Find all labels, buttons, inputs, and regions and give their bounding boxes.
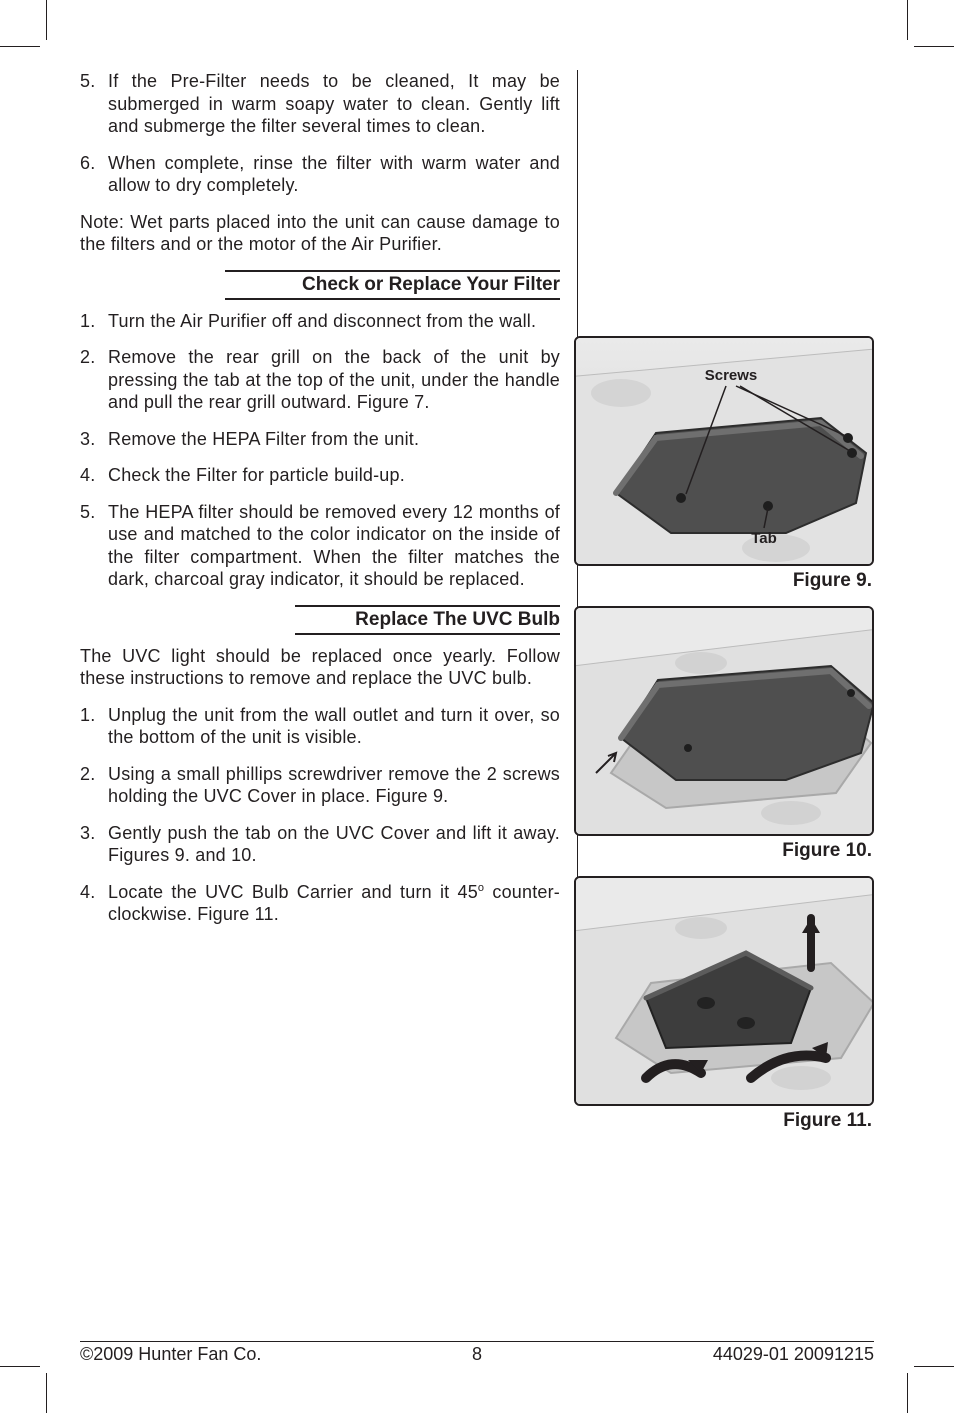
list-text: The HEPA filter should be removed every … xyxy=(108,502,560,590)
list-item: 3. Gently push the tab on the UVC Cover a… xyxy=(80,822,560,867)
list-number: 6. xyxy=(80,152,95,175)
list-item: 6. When complete, rinse the filter with w… xyxy=(80,152,560,197)
list-number: 1. xyxy=(80,704,95,727)
list-number: 1. xyxy=(80,310,95,333)
list-number: 4. xyxy=(80,881,95,904)
figure-9-svg: Screws Tab xyxy=(576,338,874,566)
figure-11-svg xyxy=(576,878,874,1106)
list-text: Remove the HEPA Filter from the unit. xyxy=(108,429,419,449)
note-paragraph: Note: Wet parts placed into the unit can… xyxy=(80,211,560,256)
figure-column: Screws Tab Figure 9. Figu xyxy=(574,70,874,1132)
list-text: Using a small phillips screwdriver remov… xyxy=(108,764,560,807)
figure-10 xyxy=(574,606,874,836)
list-text: When complete, rinse the filter with war… xyxy=(108,153,560,196)
figure-11 xyxy=(574,876,874,1106)
figure-9: Screws Tab xyxy=(574,336,874,566)
list-number: 2. xyxy=(80,763,95,786)
label-screws: Screws xyxy=(705,367,758,384)
list-number: 5. xyxy=(80,501,95,524)
section-heading-replace-uvc: Replace The UVC Bulb xyxy=(295,605,560,635)
page-footer: ©2009 Hunter Fan Co. 8 44029-01 20091215 xyxy=(80,1341,874,1365)
list-item: 4. Locate the UVC Bulb Carrier and turn i… xyxy=(80,881,560,926)
figure-10-svg xyxy=(576,608,874,836)
list-item: 1. Unplug the unit from the wall outlet a… xyxy=(80,704,560,749)
list-check-filter: 1. Turn the Air Purifier off and disconne… xyxy=(80,310,560,591)
section-heading-check-filter: Check or Replace Your Filter xyxy=(225,270,560,300)
list-item: 3. Remove the HEPA Filter from the unit. xyxy=(80,428,560,451)
list-item: 1. Turn the Air Purifier off and disconne… xyxy=(80,310,560,333)
list-text: If the Pre-Filter needs to be cleaned, I… xyxy=(108,71,560,136)
list-text: Unplug the unit from the wall outlet and… xyxy=(108,705,560,748)
list-number: 4. xyxy=(80,464,95,487)
list-number: 3. xyxy=(80,428,95,451)
footer-docid: 44029-01 20091215 xyxy=(713,1344,874,1365)
list-item: 5. If the Pre-Filter needs to be cleaned,… xyxy=(80,70,560,138)
list-item: 4. Check the Filter for particle build-up… xyxy=(80,464,560,487)
figure-9-caption: Figure 9. xyxy=(574,570,872,592)
list-number: 2. xyxy=(80,346,95,369)
list-item: 2. Using a small phillips screwdriver rem… xyxy=(80,763,560,808)
list-number: 5. xyxy=(80,70,95,93)
main-column: 5. If the Pre-Filter needs to be cleaned,… xyxy=(80,70,560,940)
list-item: 5. The HEPA filter should be removed ever… xyxy=(80,501,560,591)
label-tab: Tab xyxy=(751,530,777,547)
list-text: Check the Filter for particle build-up. xyxy=(108,465,405,485)
uvc-intro-paragraph: The UVC light should be replaced once ye… xyxy=(80,645,560,690)
footer-page-number: 8 xyxy=(472,1344,482,1365)
list-replace-uvc: 1. Unplug the unit from the wall outlet a… xyxy=(80,704,560,926)
list-text: Locate the UVC Bulb Carrier and turn it … xyxy=(108,882,560,925)
list-text: Gently push the tab on the UVC Cover and… xyxy=(108,823,560,866)
list-text: Remove the rear grill on the back of the… xyxy=(108,347,560,412)
figure-11-caption: Figure 11. xyxy=(574,1110,872,1132)
list-item: 2. Remove the rear grill on the back of t… xyxy=(80,346,560,414)
page-content: 5. If the Pre-Filter needs to be cleaned,… xyxy=(80,70,874,1350)
footer-copyright: ©2009 Hunter Fan Co. xyxy=(80,1344,261,1365)
list-number: 3. xyxy=(80,822,95,845)
list-prefilter: 5. If the Pre-Filter needs to be cleaned,… xyxy=(80,70,560,197)
figure-10-caption: Figure 10. xyxy=(574,840,872,862)
list-text: Turn the Air Purifier off and disconnect… xyxy=(108,311,536,331)
